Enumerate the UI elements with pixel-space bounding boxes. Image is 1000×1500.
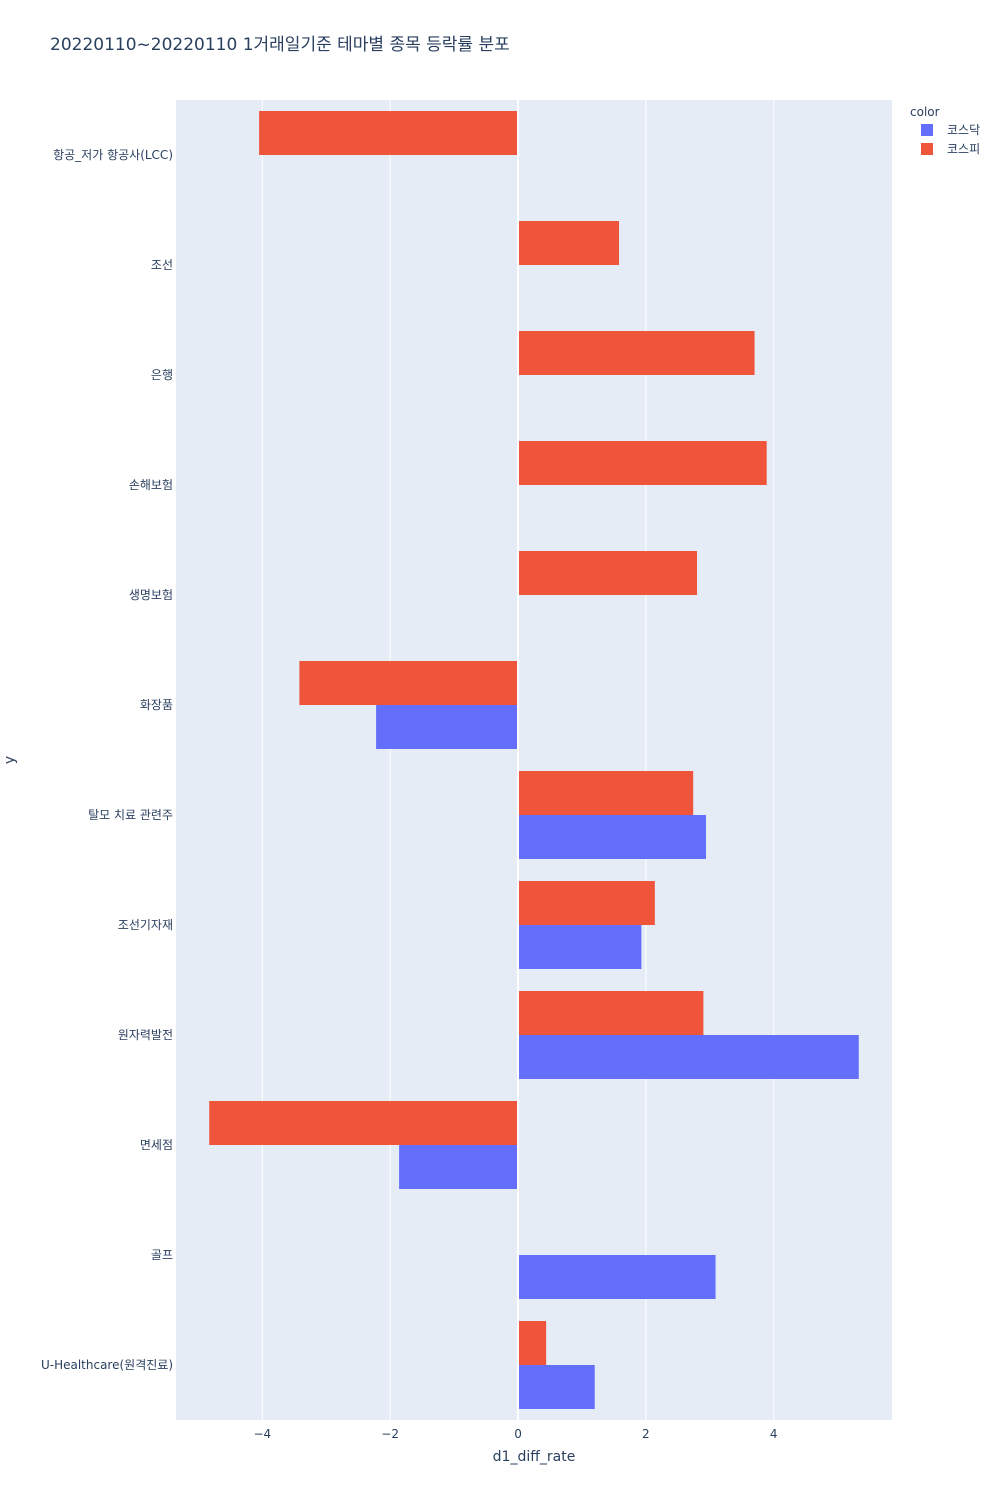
y-tick-label-6: 탈모 치료 관련주 [88,808,173,822]
y-tick-label-3: 손해보험 [129,478,173,492]
y-tick-label-1: 조선 [151,258,173,272]
bar-kosdaq-6[interactable] [518,815,706,859]
y-tick-label-4: 생명보험 [129,588,173,602]
bar-kospi-6[interactable] [518,771,694,815]
legend-title: color [910,105,940,119]
x-axis-title: d1_diff_rate [493,1449,576,1465]
bar-kosdaq-10[interactable] [518,1255,716,1299]
bar-kosdaq-8[interactable] [518,1035,859,1079]
bar-kospi-1[interactable] [518,221,620,265]
bars[interactable] [209,111,859,1409]
legend-swatch-1[interactable] [921,143,933,155]
chart-title: 20220110~20220110 1거래일기준 테마별 종목 등락률 분포 [50,35,510,55]
y-tick-label-10: 골프 [151,1248,173,1262]
plot-background [176,100,892,1420]
bar-kospi-5[interactable] [299,661,519,705]
y-tick-label-11: U-Healthcare(원격진료) [41,1358,173,1372]
x-tick-label-3: 2 [642,1427,650,1441]
x-tick-labels: −4 −2 0 2 4 [253,1427,777,1441]
x-tick-label-1: −2 [381,1427,399,1441]
y-tick-label-0: 항공_저가 항공사(LCC) [53,148,173,162]
legend-label-1[interactable]: 코스피 [947,142,980,156]
y-tick-label-7: 조선기자재 [118,918,173,932]
y-tick-label-5: 화장품 [140,698,173,712]
bar-kospi-8[interactable] [518,991,704,1035]
bar-kosdaq-5[interactable] [376,705,519,749]
x-tick-label-0: −4 [253,1427,271,1441]
x-tick-label-4: 4 [770,1427,778,1441]
y-axis-title: y [2,756,18,764]
bar-kosdaq-7[interactable] [518,925,642,969]
y-tick-label-8: 원자력발전 [118,1028,173,1042]
grid-lines [261,100,775,1420]
bar-kospi-2[interactable] [518,331,755,375]
y-tick-label-2: 은행 [151,367,173,382]
x-tick-label-2: 0 [514,1427,522,1441]
bar-kospi-7[interactable] [518,881,655,925]
bar-kospi-4[interactable] [518,551,698,595]
legend-label-0[interactable]: 코스닥 [947,123,980,137]
bar-kospi-0[interactable] [259,111,519,155]
y-tick-label-9: 면세점 [140,1138,173,1152]
bar-kospi-11[interactable] [518,1321,547,1365]
bar-kosdaq-11[interactable] [518,1365,595,1409]
legend-swatch-0[interactable] [921,124,933,136]
bar-kospi-3[interactable] [518,441,767,485]
bar-kosdaq-9[interactable] [399,1145,519,1189]
bar-kospi-9[interactable] [209,1101,519,1145]
